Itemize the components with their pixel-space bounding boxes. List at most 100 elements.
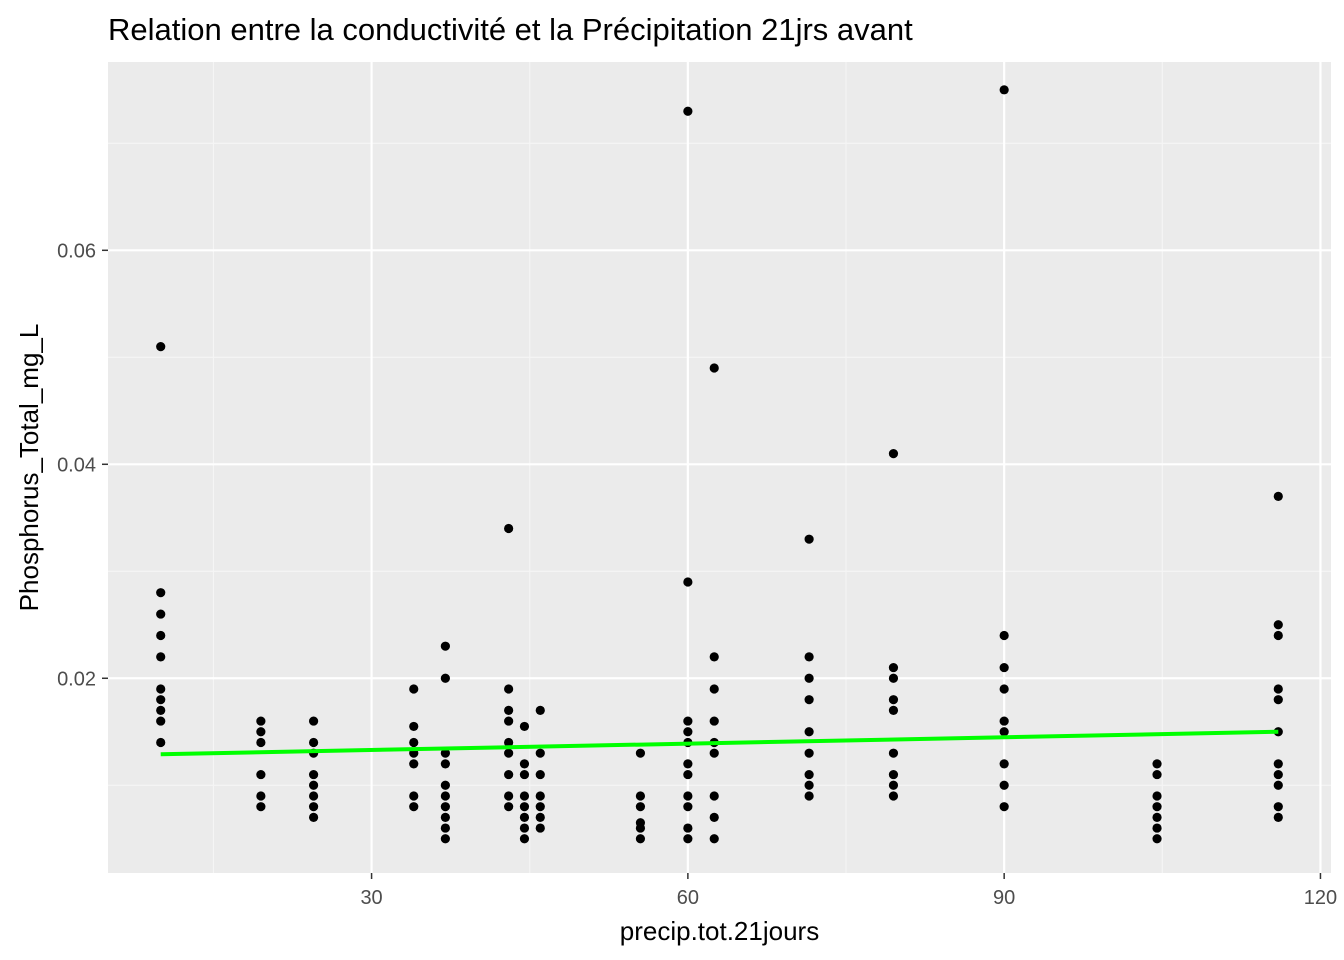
data-point <box>1273 491 1283 501</box>
data-point <box>1152 759 1162 769</box>
data-point <box>504 769 514 780</box>
data-point <box>804 652 814 662</box>
data-point <box>1273 780 1283 790</box>
trend-line-group <box>160 729 1279 757</box>
data-point <box>683 823 693 833</box>
data-point <box>804 695 814 705</box>
data-point <box>504 705 514 715</box>
data-point <box>308 802 319 812</box>
data-point <box>1273 759 1283 769</box>
data-point <box>709 363 719 373</box>
data-point <box>308 791 319 801</box>
data-point <box>156 695 166 705</box>
data-point <box>1273 769 1283 780</box>
data-point <box>999 630 1009 641</box>
data-point <box>804 769 814 780</box>
data-point <box>1273 684 1283 694</box>
data-point <box>519 759 530 769</box>
data-point <box>440 791 450 801</box>
data-point <box>308 716 319 726</box>
data-point <box>519 802 530 812</box>
data-point <box>256 791 266 801</box>
x-tick-label: 90 <box>993 887 1015 909</box>
trend-line <box>160 729 1279 757</box>
chart-title: Relation entre la conductivité et la Pré… <box>108 12 913 47</box>
data-point <box>888 780 899 790</box>
data-point <box>709 748 719 758</box>
data-point <box>1152 769 1162 780</box>
data-point <box>1273 695 1283 705</box>
data-point <box>683 802 693 812</box>
data-point <box>409 759 419 769</box>
data-point <box>256 737 266 748</box>
data-point <box>1273 802 1283 812</box>
data-point <box>308 780 319 790</box>
data-point <box>635 791 646 801</box>
data-point <box>440 641 450 651</box>
data-point <box>440 673 450 683</box>
data-point <box>535 812 545 822</box>
data-point <box>504 748 514 758</box>
data-point <box>999 716 1009 726</box>
data-point <box>519 812 530 822</box>
data-point <box>409 737 419 748</box>
data-point <box>519 823 530 833</box>
data-point <box>999 802 1009 812</box>
data-point <box>504 737 514 748</box>
data-point <box>535 791 545 801</box>
data-point <box>504 802 514 812</box>
data-point <box>888 748 899 758</box>
data-point <box>519 769 530 780</box>
data-point <box>1152 834 1162 844</box>
data-point <box>504 684 514 694</box>
data-point <box>709 684 719 694</box>
data-point <box>308 769 319 780</box>
data-point <box>156 609 166 619</box>
data-point <box>635 748 646 758</box>
data-point <box>888 769 899 780</box>
data-point <box>440 812 450 822</box>
data-point <box>440 823 450 833</box>
data-point <box>308 737 319 748</box>
data-point <box>440 780 450 790</box>
data-point <box>804 748 814 758</box>
data-point <box>709 652 719 662</box>
data-point <box>156 716 166 726</box>
data-point <box>256 769 266 780</box>
data-point <box>256 716 266 726</box>
data-point <box>519 834 530 844</box>
data-point <box>504 791 514 801</box>
data-point <box>156 705 166 715</box>
data-point <box>709 812 719 822</box>
data-point <box>535 823 545 833</box>
data-point <box>504 716 514 726</box>
data-point <box>409 684 419 694</box>
data-point <box>1152 823 1162 833</box>
data-point <box>635 834 646 844</box>
data-point <box>888 791 899 801</box>
x-axis-ticks: 30 60 90 120 <box>360 873 1337 909</box>
data-point <box>683 834 693 844</box>
y-tick-label: 0.04 <box>57 454 96 476</box>
data-point <box>999 662 1009 673</box>
data-point <box>440 802 450 812</box>
data-point <box>683 106 693 116</box>
data-point <box>409 791 419 801</box>
data-point <box>308 812 319 822</box>
data-point <box>504 523 514 534</box>
data-point <box>999 759 1009 769</box>
data-point <box>1152 791 1162 801</box>
data-point <box>535 769 545 780</box>
data-point <box>519 791 530 801</box>
x-tick-label: 120 <box>1304 887 1337 909</box>
data-point <box>535 802 545 812</box>
data-point <box>635 802 646 812</box>
data-point <box>804 727 814 737</box>
y-tick-label: 0.02 <box>57 668 96 690</box>
x-tick-label: 30 <box>360 887 382 909</box>
major-gridlines <box>108 62 1331 873</box>
plot-panel <box>108 62 1331 873</box>
data-point <box>440 748 450 758</box>
data-point <box>156 684 166 694</box>
